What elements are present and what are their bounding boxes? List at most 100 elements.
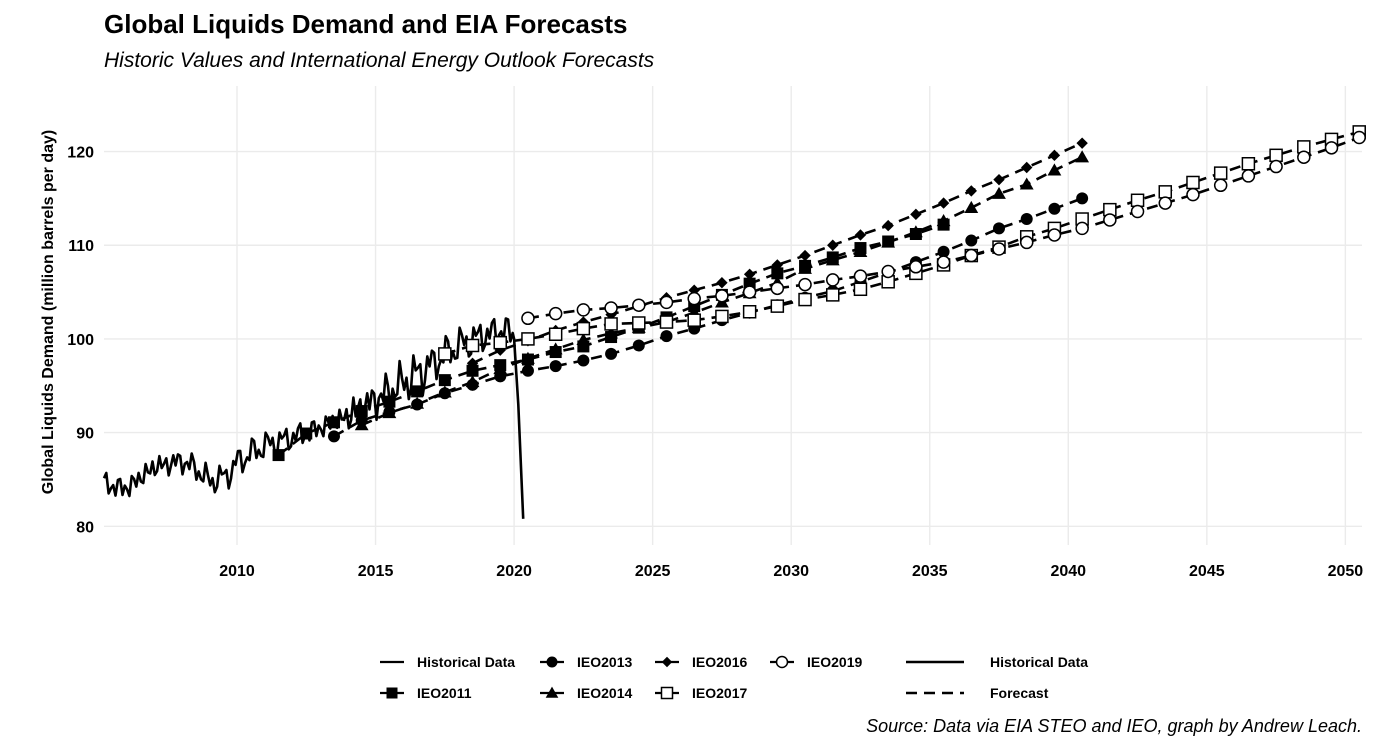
point-ieo2017 bbox=[465, 338, 480, 353]
legend: Historical Data IEO2011 IEO2013 IEO2014 IEO2… bbox=[380, 654, 1088, 701]
point-ieo2017 bbox=[826, 288, 840, 302]
point-ieo2019 bbox=[1297, 150, 1311, 164]
x-tick-label: 2020 bbox=[496, 563, 532, 580]
point-ieo2017 bbox=[576, 321, 591, 336]
point-ieo2019 bbox=[909, 260, 923, 274]
chart-caption: Source: Data via EIA STEO and IEO, graph… bbox=[866, 716, 1362, 736]
point-ieo2019 bbox=[1269, 159, 1283, 174]
legend-item-ieo2019: IEO2019 bbox=[770, 654, 862, 670]
legend-linetype-historical-data: Historical Data bbox=[906, 654, 1088, 670]
point-ieo2013 bbox=[632, 339, 645, 352]
series-markers bbox=[272, 125, 1366, 462]
point-ieo2019 bbox=[521, 311, 535, 326]
point-ieo2014 bbox=[493, 361, 508, 375]
point-ieo2019 bbox=[1241, 169, 1256, 183]
legend-linetype-forecast: Forecast bbox=[906, 685, 1049, 701]
legend-item-ieo2014: IEO2014 bbox=[540, 685, 632, 701]
point-ieo2011 bbox=[355, 405, 368, 418]
point-ieo2011 bbox=[438, 374, 451, 387]
legend-swatch-marker bbox=[775, 655, 789, 669]
point-ieo2019 bbox=[659, 295, 674, 310]
point-ieo2019 bbox=[1103, 213, 1117, 227]
x-tick-label: 2040 bbox=[1050, 563, 1086, 580]
x-tick-label: 2015 bbox=[358, 563, 394, 580]
point-ieo2019 bbox=[1130, 204, 1145, 219]
legend-swatch-marker bbox=[386, 687, 398, 699]
y-axis-label: Global Liquids Demand (million barrels p… bbox=[40, 130, 57, 495]
point-ieo2016 bbox=[993, 173, 1005, 186]
x-tick-label: 2045 bbox=[1189, 563, 1225, 580]
legend-label: IEO2014 bbox=[577, 685, 632, 701]
x-tick-label: 2030 bbox=[773, 563, 809, 580]
legend-label: IEO2016 bbox=[692, 654, 747, 670]
point-ieo2011 bbox=[327, 416, 340, 429]
point-ieo2014 bbox=[936, 213, 951, 227]
point-ieo2013 bbox=[577, 354, 590, 367]
point-ieo2019 bbox=[881, 264, 895, 279]
point-ieo2013 bbox=[993, 222, 1006, 235]
point-ieo2019 bbox=[548, 306, 563, 321]
legend-label: IEO2017 bbox=[692, 685, 747, 701]
point-ieo2014 bbox=[964, 200, 979, 213]
legend-label: Historical Data bbox=[990, 654, 1088, 670]
legend-label: IEO2011 bbox=[417, 685, 472, 701]
point-ieo2017 bbox=[659, 315, 674, 329]
point-ieo2016 bbox=[827, 239, 839, 251]
point-ieo2013 bbox=[660, 330, 673, 343]
point-ieo2011 bbox=[383, 395, 396, 408]
point-ieo2019 bbox=[604, 301, 618, 315]
point-ieo2014 bbox=[825, 253, 840, 266]
point-ieo2016 bbox=[1048, 149, 1061, 162]
point-ieo2011 bbox=[272, 449, 285, 462]
y-tick-label: 120 bbox=[67, 145, 94, 162]
point-ieo2014 bbox=[410, 396, 425, 409]
point-ieo2016 bbox=[910, 208, 922, 221]
point-ieo2017 bbox=[687, 313, 701, 327]
point-ieo2016 bbox=[799, 249, 811, 262]
grid-lines bbox=[104, 86, 1362, 545]
legend-swatch-marker bbox=[545, 686, 559, 698]
point-ieo2014 bbox=[1047, 163, 1062, 176]
point-ieo2019 bbox=[715, 289, 729, 303]
legend-label: Historical Data bbox=[417, 654, 515, 670]
y-tick-label: 110 bbox=[68, 238, 94, 255]
point-ieo2017 bbox=[853, 282, 868, 297]
point-ieo2017 bbox=[521, 332, 535, 346]
point-ieo2014 bbox=[354, 418, 369, 431]
point-ieo2014 bbox=[437, 385, 452, 398]
point-ieo2013 bbox=[549, 360, 562, 373]
point-ieo2019 bbox=[742, 285, 757, 299]
point-ieo2019 bbox=[770, 281, 785, 296]
series-ieo2013-line bbox=[333, 197, 1083, 438]
legend-swatch-marker bbox=[546, 656, 558, 668]
point-ieo2017 bbox=[770, 299, 785, 313]
point-ieo2017 bbox=[604, 317, 618, 331]
point-ieo2014 bbox=[576, 332, 591, 346]
point-ieo2017 bbox=[742, 305, 757, 319]
legend-swatch-marker bbox=[661, 656, 673, 668]
point-ieo2019 bbox=[1019, 235, 1034, 250]
point-ieo2014 bbox=[881, 235, 896, 248]
point-ieo2017 bbox=[438, 347, 452, 361]
point-ieo2014 bbox=[521, 351, 535, 364]
point-ieo2014 bbox=[1019, 177, 1034, 190]
point-ieo2017 bbox=[715, 309, 729, 324]
y-tick-label: 80 bbox=[76, 519, 94, 536]
point-ieo2019 bbox=[853, 269, 868, 283]
y-tick-label: 100 bbox=[67, 332, 94, 349]
point-ieo2016 bbox=[716, 277, 728, 289]
legend-label: IEO2019 bbox=[807, 654, 862, 670]
point-ieo2019 bbox=[1324, 141, 1339, 155]
point-ieo2019 bbox=[632, 298, 646, 312]
point-ieo2017 bbox=[1269, 148, 1283, 163]
point-ieo2019 bbox=[964, 248, 979, 263]
point-ieo2016 bbox=[1076, 137, 1088, 149]
point-ieo2019 bbox=[576, 303, 591, 317]
series-ieo2016-line bbox=[471, 141, 1083, 365]
point-ieo2017 bbox=[1213, 166, 1228, 180]
point-ieo2014 bbox=[992, 186, 1006, 199]
point-ieo2013 bbox=[965, 234, 978, 247]
point-ieo2017 bbox=[1186, 175, 1200, 190]
point-ieo2014 bbox=[382, 406, 397, 419]
